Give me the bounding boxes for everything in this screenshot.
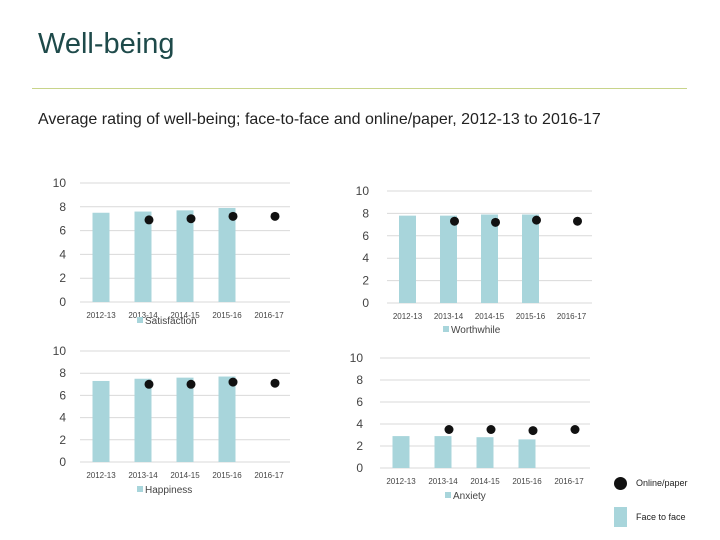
bar [218,207,236,302]
data-point [491,217,500,227]
data-point [444,425,454,434]
y-tick-label: 4 [356,417,363,431]
bar [92,380,110,462]
chart-satisfaction: 0 2 4 6 8 10 2012-13 2013-14 2014-15 2015-16 2016-… [53,176,290,327]
chart-worthwhile: 0 2 4 6 8 10 2012-13 2013-14 2014-15 2015-16 2016-… [356,184,592,336]
data-point [532,215,541,225]
legend-swatch [137,486,143,492]
bar [392,436,410,468]
y-tick-label: 6 [362,229,369,243]
data-point [270,378,280,388]
bar [440,215,457,303]
bar [481,214,498,303]
bar [218,376,236,462]
data-point [450,216,459,226]
slide-title: Well-being [38,28,175,60]
legend-swatch [137,317,143,323]
data-point [486,425,496,434]
x-tick-label: 2014-15 [170,471,200,480]
bar [134,211,152,302]
data-point [270,211,280,221]
y-tick-label: 0 [59,455,66,469]
y-tick-label: 10 [356,184,370,198]
x-tick-label: 2014-15 [475,312,505,321]
x-tick-label: 2012-13 [86,311,116,320]
y-tick-label: 2 [59,271,66,285]
y-tick-label: 6 [356,395,363,409]
y-tick-label: 4 [59,247,66,261]
y-tick-label: 0 [59,295,66,309]
y-tick-label: 0 [356,461,363,475]
bar [176,377,194,462]
data-point [573,216,582,226]
legend-bar-swatch [614,507,627,527]
x-tick-label: 2015-16 [212,471,242,480]
data-point [186,214,196,224]
x-tick-label: 2013-14 [434,312,464,321]
bar [518,439,536,468]
data-point [228,377,238,387]
y-tick-label: 10 [53,344,67,358]
legend-label: Worthwhile [451,325,501,336]
x-tick-label: 2012-13 [86,471,116,480]
x-tick-label: 2012-13 [393,312,423,321]
bar [134,378,152,462]
title-divider [32,88,687,89]
y-tick-label: 0 [362,296,369,310]
y-tick-label: 2 [356,439,363,453]
x-tick-label: 2012-13 [386,477,416,486]
legend-face-label: Face to face [636,512,686,522]
x-tick-label: 2013-14 [128,471,158,480]
data-point [528,426,538,436]
slide-subtitle: Average rating of well-being; face-to-fa… [38,111,601,128]
x-tick-label: 2015-16 [512,477,542,486]
bar [399,215,416,303]
data-point [186,379,196,389]
bar [92,212,110,302]
y-tick-label: 4 [59,411,66,425]
legend-swatch [443,326,449,332]
x-tick-label: 2013-14 [128,311,158,320]
y-tick-label: 8 [59,200,66,214]
y-tick-label: 10 [53,176,67,190]
y-tick-label: 8 [59,366,66,380]
data-point [228,211,238,221]
bar [176,210,194,302]
y-tick-label: 2 [59,433,66,447]
legend-label: Satisfaction [145,316,197,327]
x-tick-label: 2016-17 [557,312,587,321]
x-tick-label: 2014-15 [170,311,200,320]
y-tick-label: 6 [59,224,66,238]
data-point [570,425,580,434]
chart-anxiety: 0 2 4 6 8 10 2012-13 2013-14 2014-15 2015-16 2016-… [350,351,590,502]
y-tick-label: 4 [362,251,369,265]
legend-label: Anxiety [453,491,486,502]
x-tick-label: 2014-15 [470,477,500,486]
chart-happiness: 0 2 4 6 8 10 2012-13 2013-14 2014-15 2015-16 2016-… [53,344,290,496]
y-tick-label: 10 [350,351,364,365]
legend-label: Happiness [145,485,192,496]
y-tick-label: 8 [362,206,369,220]
bar [434,436,452,468]
legend-dot-marker [614,477,627,490]
data-point [144,379,154,389]
y-tick-label: 8 [356,373,363,387]
x-tick-label: 2016-17 [554,477,584,486]
x-tick-label: 2016-17 [254,311,284,320]
legend-swatch [445,492,451,498]
y-tick-label: 6 [59,388,66,402]
x-tick-label: 2015-16 [516,312,546,321]
bar [522,214,539,303]
legend-online-label: Online/paper [636,478,688,488]
y-tick-label: 2 [362,274,369,288]
bar [476,437,494,468]
x-tick-label: 2016-17 [254,471,284,480]
x-tick-label: 2013-14 [428,477,458,486]
data-point [144,215,154,225]
x-tick-label: 2015-16 [212,311,242,320]
